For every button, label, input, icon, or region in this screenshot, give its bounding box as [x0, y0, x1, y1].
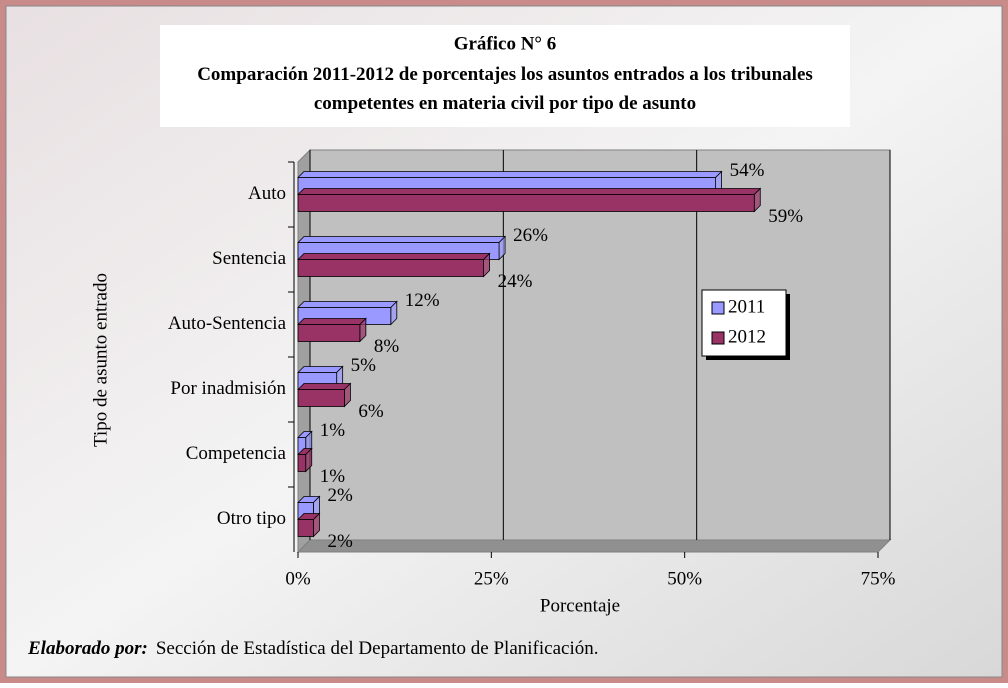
- x-tick-label: 50%: [667, 568, 702, 589]
- y-axis-label: Tipo de asunto entrado: [90, 273, 111, 447]
- data-label: 1%: [320, 420, 346, 441]
- bar-top: [297, 383, 352, 390]
- bar-top: [297, 253, 491, 260]
- plot: 0% 25% 50% 75% Auto 54% 59% Sentencia 26% 24% Auto…: [168, 148, 896, 589]
- y-tick-label: Auto-Sentencia: [168, 313, 287, 334]
- x-tick-label: 25%: [474, 568, 509, 589]
- x-axis-label: Porcentaje: [540, 595, 620, 616]
- legend-swatch: [711, 301, 725, 315]
- y-tick-label: Auto: [248, 183, 286, 204]
- bar-top: [297, 301, 398, 308]
- data-label: 2%: [327, 485, 353, 506]
- footer-text: Sección de Estadística del Departamento …: [156, 638, 599, 659]
- floor: [296, 539, 892, 553]
- data-label: 54%: [730, 160, 765, 181]
- footer-label: Elaborado por:: [27, 638, 148, 659]
- bar: [297, 324, 361, 342]
- bar: [297, 389, 345, 407]
- bar-top: [297, 171, 723, 178]
- bar-top: [297, 366, 344, 373]
- bar-top: [297, 236, 507, 243]
- data-label: 6%: [358, 401, 384, 422]
- bar-top: [297, 188, 762, 195]
- data-label: 59%: [768, 206, 803, 227]
- bar: [297, 194, 755, 212]
- legend-label: 2011: [728, 296, 765, 317]
- legend-box: [701, 289, 787, 357]
- bar: [297, 454, 307, 472]
- data-label: 26%: [513, 225, 548, 246]
- subtitle-box: Comparación 2011-2012 de porcentajes los…: [197, 64, 813, 114]
- y-tick-label: Por inadmisión: [170, 378, 286, 399]
- data-label: 12%: [405, 290, 440, 311]
- data-label: 24%: [498, 271, 533, 292]
- bar: [297, 519, 314, 537]
- data-label: 2%: [327, 531, 353, 552]
- y-tick-label: Sentencia: [212, 248, 286, 269]
- y-tick-label: Competencia: [186, 443, 287, 464]
- legend-label: 2012: [728, 326, 766, 347]
- data-label: 1%: [320, 466, 346, 487]
- data-label: 8%: [374, 336, 400, 357]
- data-label: 5%: [351, 355, 377, 376]
- footer: Elaborado por: Sección de Estadística del…: [27, 638, 598, 659]
- legend-swatch: [711, 331, 725, 345]
- y-tick-label: Otro tipo: [217, 508, 286, 529]
- bar-top: [297, 318, 367, 325]
- chart-title: Gráfico N° 6: [454, 33, 557, 54]
- x-tick-label: 75%: [861, 568, 896, 589]
- x-tick-label: 0%: [285, 568, 311, 589]
- bar: [297, 259, 485, 277]
- chart-subtitle: Comparación 2011-2012 de porcentajes los…: [197, 64, 813, 114]
- title-box: [160, 25, 850, 127]
